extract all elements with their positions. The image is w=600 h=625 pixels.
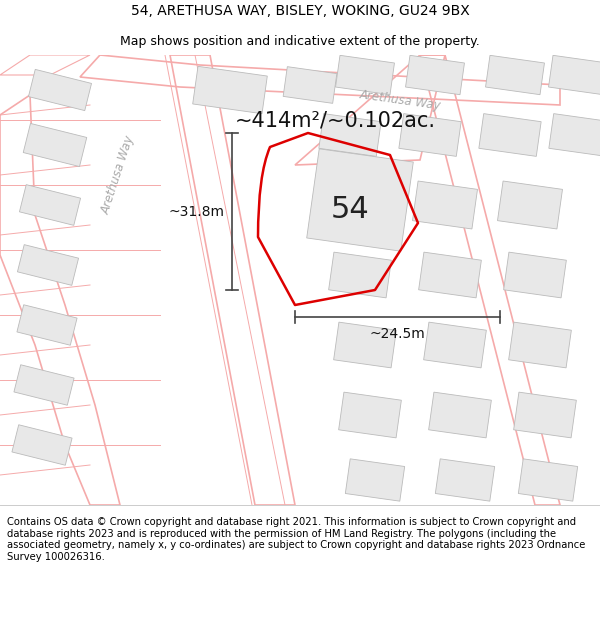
- Polygon shape: [17, 305, 77, 345]
- Polygon shape: [428, 392, 491, 438]
- Polygon shape: [12, 425, 72, 465]
- Polygon shape: [514, 392, 577, 438]
- Polygon shape: [419, 252, 481, 298]
- Polygon shape: [346, 459, 404, 501]
- Polygon shape: [334, 322, 397, 368]
- Polygon shape: [424, 322, 487, 368]
- Polygon shape: [503, 252, 566, 298]
- Polygon shape: [307, 149, 413, 251]
- Polygon shape: [479, 114, 541, 156]
- Polygon shape: [399, 114, 461, 156]
- Polygon shape: [28, 69, 92, 111]
- Text: Arethusa Way: Arethusa Way: [358, 88, 442, 112]
- Text: Map shows position and indicative extent of the property.: Map shows position and indicative extent…: [120, 35, 480, 48]
- Polygon shape: [338, 392, 401, 438]
- Text: ~24.5m: ~24.5m: [370, 327, 425, 341]
- Polygon shape: [485, 56, 544, 94]
- Polygon shape: [14, 365, 74, 405]
- Polygon shape: [436, 459, 494, 501]
- Polygon shape: [19, 184, 80, 226]
- Text: ~414m²/~0.102ac.: ~414m²/~0.102ac.: [235, 110, 436, 130]
- Polygon shape: [413, 181, 478, 229]
- Polygon shape: [23, 123, 87, 167]
- Text: 54, ARETHUSA WAY, BISLEY, WOKING, GU24 9BX: 54, ARETHUSA WAY, BISLEY, WOKING, GU24 9…: [131, 4, 469, 18]
- Polygon shape: [335, 56, 394, 94]
- Polygon shape: [329, 252, 391, 298]
- Polygon shape: [193, 66, 268, 114]
- Polygon shape: [497, 181, 562, 229]
- Polygon shape: [17, 244, 79, 286]
- Polygon shape: [323, 181, 388, 229]
- Polygon shape: [406, 56, 464, 94]
- Polygon shape: [549, 114, 600, 156]
- Text: 54: 54: [331, 196, 370, 224]
- Polygon shape: [319, 114, 381, 156]
- Polygon shape: [283, 67, 337, 103]
- Polygon shape: [518, 459, 578, 501]
- Polygon shape: [509, 322, 571, 368]
- Text: ~31.8m: ~31.8m: [168, 204, 224, 219]
- Text: Arethusa Way: Arethusa Way: [99, 134, 137, 216]
- Polygon shape: [548, 56, 600, 94]
- Text: Contains OS data © Crown copyright and database right 2021. This information is : Contains OS data © Crown copyright and d…: [7, 517, 586, 562]
